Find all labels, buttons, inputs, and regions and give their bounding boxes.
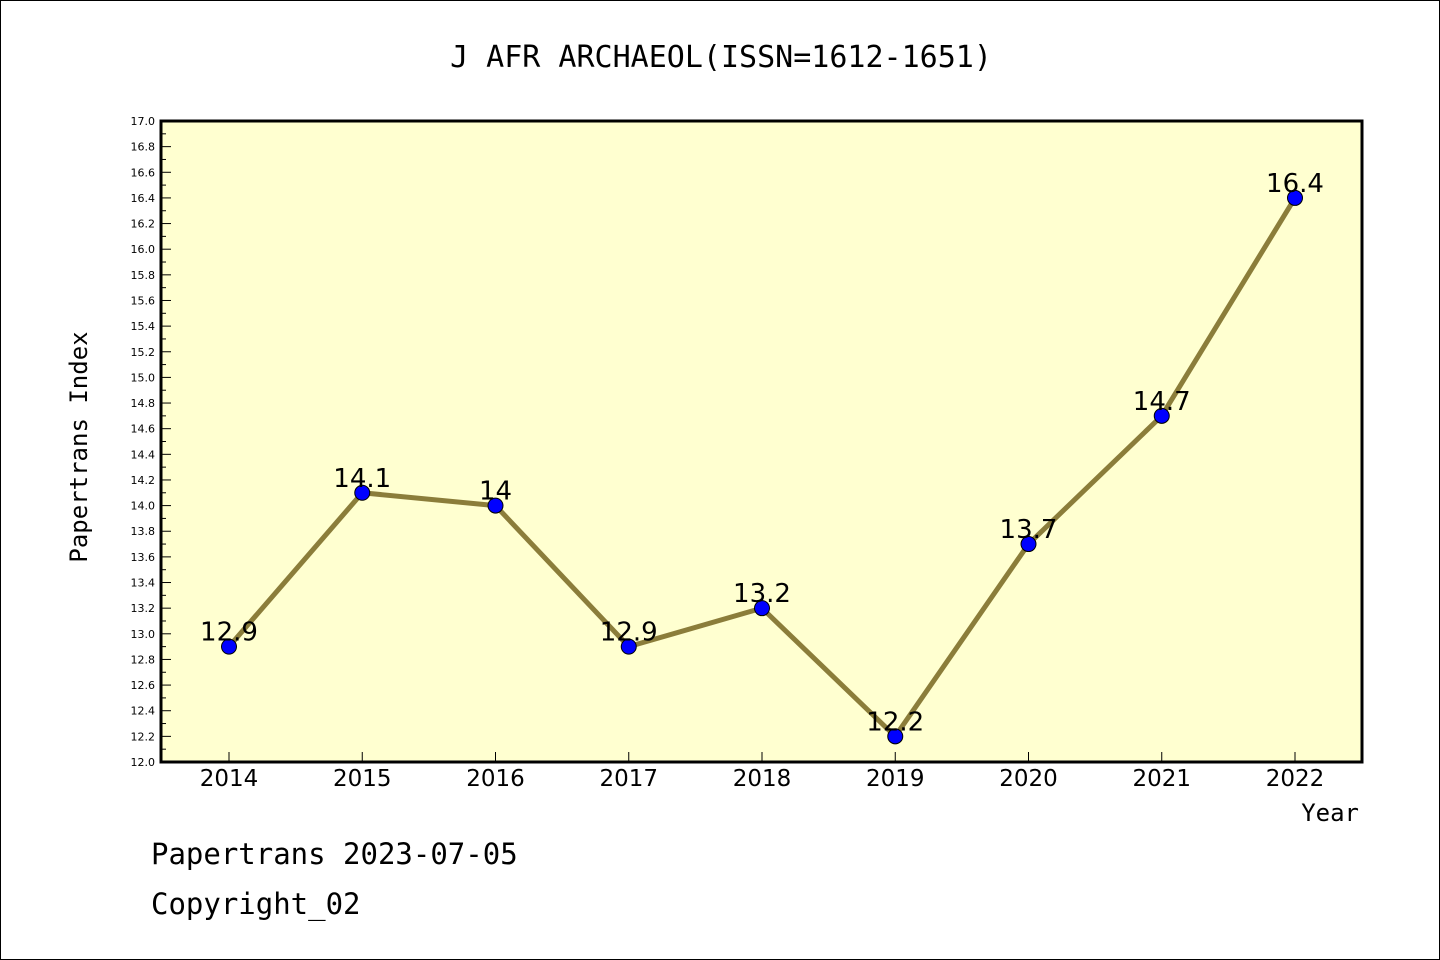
x-tick-label: 2019: [866, 766, 925, 792]
footer-copyright-line: Copyright_02: [151, 887, 361, 922]
data-point: [887, 728, 904, 745]
y-tick-label: 13.8: [131, 525, 156, 538]
x-axis: 2014 2015 2016 2017 2018 2019 2020 2021 2022: [200, 752, 1325, 792]
y-tick-label: 12.6: [131, 679, 156, 692]
data-label: 13.7: [1000, 515, 1058, 545]
y-axis: 12.0 12.2 12.4 12.6 12.8 13.0 13.2 13.4 13.6 13.8…: [131, 115, 171, 769]
y-tick-label: 16.6: [131, 166, 156, 179]
y-tick-label: 13.6: [131, 551, 156, 564]
data-label: 14.7: [1133, 387, 1191, 417]
y-tick-label: 14.6: [131, 423, 156, 436]
x-tick-label: 2018: [733, 766, 792, 792]
x-axis-title: Year: [1301, 799, 1359, 827]
data-label: 14.1: [333, 464, 391, 494]
y-tick-label: 14.2: [131, 474, 156, 487]
x-tick-label: 2016: [466, 766, 525, 792]
y-tick-label: 16.0: [131, 243, 156, 256]
data-label: 14: [479, 477, 512, 507]
data-label: 12.2: [866, 707, 924, 737]
y-tick-label: 12.4: [131, 705, 156, 718]
data-point: [754, 600, 770, 617]
data-point: [487, 497, 504, 514]
x-tick-label: 2020: [999, 766, 1058, 792]
y-tick-label: 14.0: [131, 500, 156, 513]
plot-area: [159, 119, 1364, 764]
y-tick-label: 15.6: [131, 294, 156, 307]
data-label: 12.9: [600, 618, 658, 648]
y-axis-title: Papertrans Index: [65, 331, 93, 562]
data-label: 12.9: [200, 618, 258, 648]
y-tick-label: 13.0: [131, 628, 156, 641]
y-tick-label: 15.4: [131, 320, 156, 333]
x-tick-label: 2022: [1266, 766, 1325, 792]
x-tick-label: 2017: [599, 766, 658, 792]
data-label: 13.2: [733, 579, 791, 609]
y-tick-label: 12.0: [131, 756, 156, 769]
y-tick-label: 17.0: [131, 115, 156, 128]
data-point: [221, 638, 237, 655]
data-point: [620, 638, 637, 655]
series-layer: 12.9 14.1 14 12.9 13.2 12.2 13.7 14.7 16.4: [200, 169, 1324, 745]
y-tick-label: 15.8: [131, 269, 156, 282]
y-tick-label: 12.2: [131, 730, 156, 743]
footer-date-line: Papertrans 2023-07-05: [151, 837, 518, 871]
data-label: 16.4: [1266, 169, 1324, 199]
data-point: [1287, 189, 1303, 206]
y-tick-label: 14.8: [131, 397, 156, 410]
y-tick-label: 16.2: [131, 218, 156, 231]
y-tick-label: 15.2: [131, 346, 156, 359]
data-point: [354, 484, 371, 501]
x-tick-label: 2014: [200, 766, 259, 792]
y-tick-label: 13.4: [131, 577, 156, 590]
data-point: [1020, 536, 1037, 553]
x-tick-label: 2015: [333, 766, 392, 792]
data-point: [1153, 407, 1170, 424]
x-tick-label: 2021: [1132, 766, 1191, 792]
y-tick-label: 16.4: [131, 192, 156, 205]
y-tick-label: 12.8: [131, 653, 156, 666]
y-tick-label: 16.8: [131, 141, 156, 154]
y-tick-label: 13.2: [131, 602, 156, 615]
chart-title: J AFR ARCHAEOL(ISSN=1612-1651): [450, 40, 992, 75]
y-tick-label: 15.0: [131, 371, 156, 384]
y-tick-label: 14.4: [131, 448, 156, 461]
